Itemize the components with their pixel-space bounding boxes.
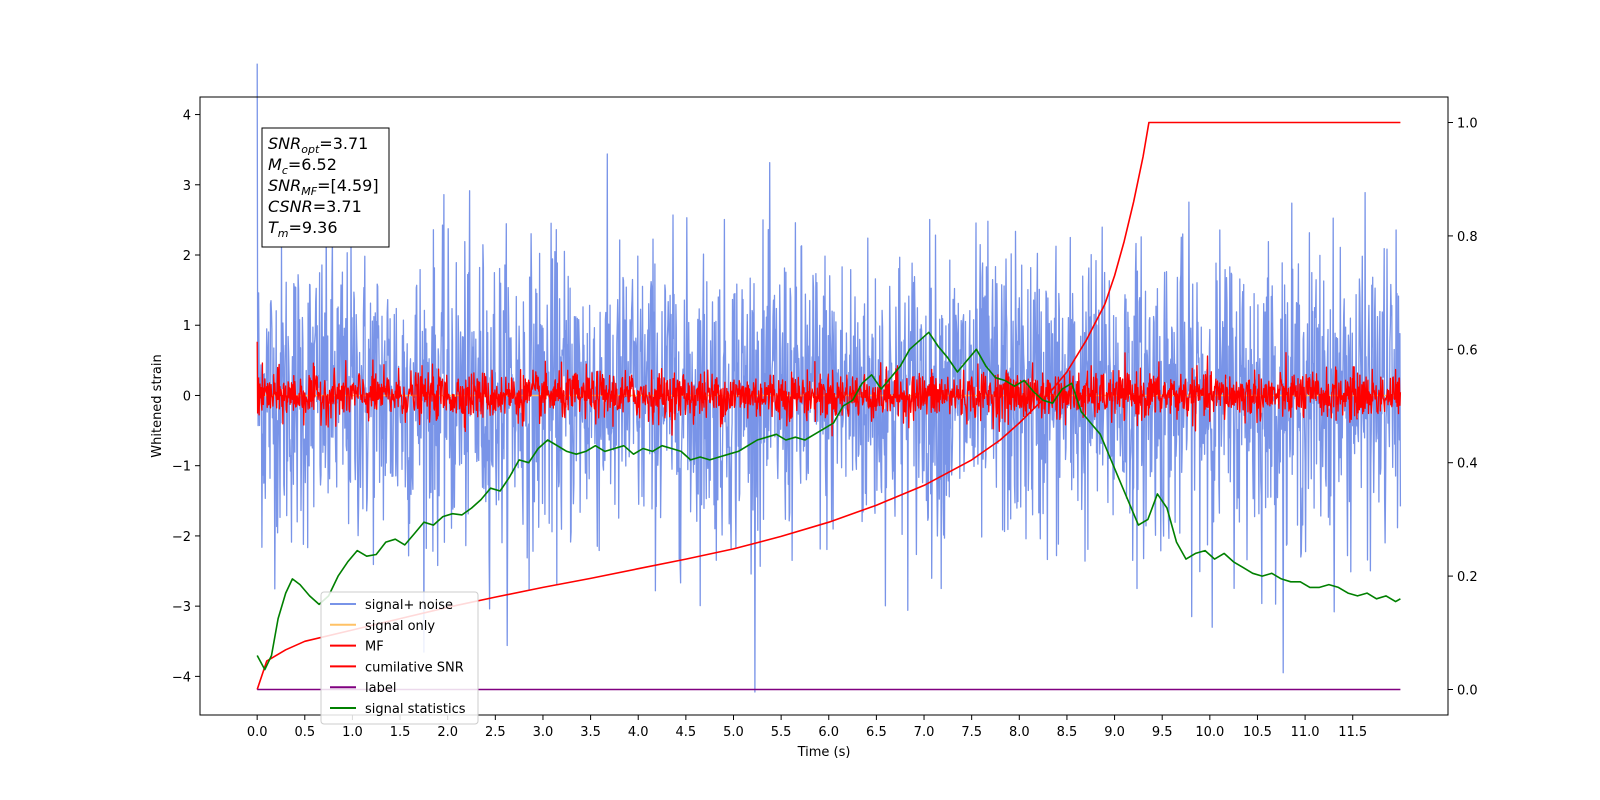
y-axis-left: −4 −3 −2 −1 0 1 2 3 4 xyxy=(172,109,200,685)
x-tick-label: 2.0 xyxy=(437,725,458,740)
info-line: CSNR=3.71 xyxy=(268,197,362,216)
legend-entry-label: signal statistics xyxy=(365,702,466,717)
x-tick-label: 0.5 xyxy=(294,725,315,740)
y2-tick-label: 0.0 xyxy=(1457,683,1478,698)
x-tick-label: 8.0 xyxy=(1009,725,1030,740)
x-tick-label: 9.0 xyxy=(1104,725,1125,740)
y-tick-label: −3 xyxy=(172,600,191,615)
x-tick-label: 8.5 xyxy=(1057,725,1078,740)
y-tick-label: 2 xyxy=(183,249,191,264)
y-tick-label: 0 xyxy=(183,389,191,404)
legend-entry-label: label xyxy=(365,681,396,696)
info-box-frame xyxy=(261,127,390,248)
info-line: SNRopt=3.71 xyxy=(268,134,368,156)
x-tick-label: 6.5 xyxy=(866,725,887,740)
legend-entry-label: MF xyxy=(365,640,384,655)
info-line: Tm=9.36 xyxy=(268,218,338,240)
x-tick-label: 3.0 xyxy=(533,725,554,740)
x-axis: 0.0 0.5 1.0 1.5 2.0 2.5 3.0 3.5 4.0 4.5 5.0 5.5 6.0 6… xyxy=(247,715,1367,740)
series-line-signal-noise xyxy=(256,63,1402,693)
y-tick-label: −2 xyxy=(172,530,191,545)
x-tick-label: 5.0 xyxy=(723,725,744,740)
y-tick-label: 1 xyxy=(183,319,191,334)
info-line: Mc=6.52 xyxy=(268,155,337,177)
x-tick-label: 5.5 xyxy=(771,725,792,740)
legend-entry-label: signal only xyxy=(365,619,435,634)
x-tick-label: 1.0 xyxy=(342,725,363,740)
y2-tick-label: 0.4 xyxy=(1457,457,1478,472)
x-tick-label: 2.5 xyxy=(485,725,506,740)
x-tick-label: 6.0 xyxy=(818,725,839,740)
series-line-mf xyxy=(256,341,1402,437)
legend-entry-label: signal+ noise xyxy=(365,598,453,613)
y2-tick-label: 0.6 xyxy=(1457,343,1478,358)
plot-frame xyxy=(199,96,1449,716)
x-tick-label: 10.5 xyxy=(1243,725,1272,740)
y-axis-right: 0.0 0.2 0.4 0.6 0.8 1.0 xyxy=(1448,117,1478,698)
x-tick-label: 7.5 xyxy=(961,725,982,740)
legend-frame xyxy=(320,591,479,725)
x-tick-label: 0.0 xyxy=(247,725,268,740)
y-tick-label: 4 xyxy=(183,109,191,124)
y2-tick-label: 0.8 xyxy=(1457,230,1478,245)
legend: signal+ noise signal only MF cumilative SNR… xyxy=(320,591,479,725)
x-tick-label: 1.5 xyxy=(390,725,411,740)
x-tick-label: 4.5 xyxy=(676,725,697,740)
x-tick-label: 3.5 xyxy=(580,725,601,740)
y-tick-label: −4 xyxy=(172,670,191,685)
x-tick-label: 11.5 xyxy=(1338,725,1367,740)
x-axis-label: Time (s) xyxy=(797,745,851,760)
x-tick-label: 10.0 xyxy=(1195,725,1224,740)
x-tick-label: 9.5 xyxy=(1152,725,1173,740)
x-tick-label: 4.0 xyxy=(628,725,649,740)
info-line: SNRMF=[4.59] xyxy=(268,176,379,198)
y-tick-label: −1 xyxy=(172,460,191,475)
y-tick-label: 3 xyxy=(183,179,191,194)
x-tick-label: 11.0 xyxy=(1291,725,1320,740)
legend-entry-label: cumilative SNR xyxy=(365,660,464,675)
y-axis-label: Whitened strain xyxy=(150,354,165,457)
y2-tick-label: 0.2 xyxy=(1457,570,1478,585)
x-tick-label: 7.0 xyxy=(914,725,935,740)
y2-tick-label: 1.0 xyxy=(1457,117,1478,132)
series-line-signal-statistics xyxy=(256,331,1401,671)
